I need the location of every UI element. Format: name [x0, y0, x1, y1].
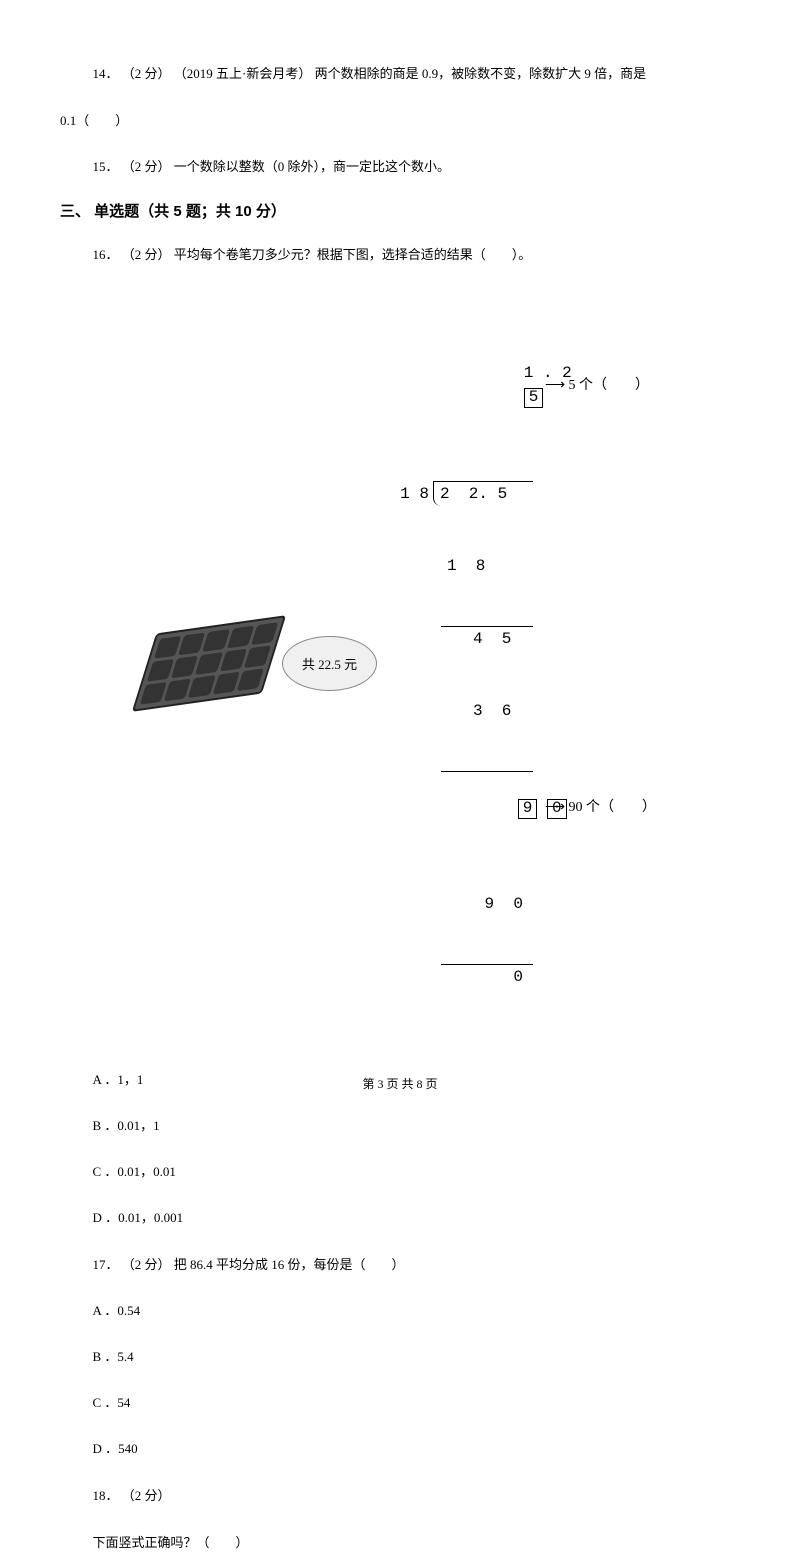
q16-option-d: D ．0.01，0.001	[60, 1205, 740, 1231]
divisor: 1 8	[397, 482, 433, 506]
sharpener-item	[188, 675, 215, 698]
product-illustration: 共 22.5 元	[144, 626, 377, 701]
q17-number: 17．	[93, 1257, 119, 1272]
sharpener-item	[154, 636, 181, 659]
q14-text: 两个数相除的商是 0.9，被除数不变，除数扩大 9 倍，商是	[315, 66, 647, 81]
q16-option-c: C ．0.01，0.01	[60, 1159, 740, 1185]
q16-figure: 共 22.5 元 1 . 2 5 ⟶ 5 个（ ） 1 8 2 2. 5 1 8…	[60, 289, 740, 1037]
div-line-4: 9 0	[441, 892, 533, 916]
sharpener-item	[171, 655, 198, 678]
div-line-1: 1 8	[441, 554, 533, 578]
sharpener-item	[140, 682, 167, 705]
sharpener-item	[237, 668, 264, 691]
q17-option-c: C ．54	[60, 1390, 740, 1416]
div-line-2: 4 5	[441, 626, 533, 651]
q17-text: 把 86.4 平均分成 16 份，每份是（ ）	[174, 1257, 405, 1272]
q18-text: 下面竖式正确吗？（ ）	[60, 1529, 740, 1557]
q17-points: （2 分）	[122, 1257, 171, 1272]
quotient-boxed-digit: 5	[524, 388, 544, 408]
question-15: 15． （2 分） 一个数除以整数（0 除外），商一定比这个数小。	[60, 153, 740, 182]
sharpener-item	[212, 672, 239, 695]
q16-option-b: B ．0.01，1	[60, 1113, 740, 1139]
question-18: 18． （2 分）	[60, 1482, 740, 1511]
sharpener-item	[244, 645, 271, 668]
arrow-label-2: ⟶ 90 个（ ）	[545, 797, 656, 818]
q16-number: 16．	[93, 247, 119, 262]
q14-source: （2019 五上·新会月考）	[174, 66, 315, 81]
question-17: 17． （2 分） 把 86.4 平均分成 16 份，每份是（ ）	[60, 1251, 740, 1280]
section-3-title: 三、 单选题（共 5 题；共 10 分）	[60, 200, 740, 221]
sharpener-item	[178, 632, 205, 655]
question-16: 16． （2 分） 平均每个卷笔刀多少元？根据下图，选择合适的结果（ ）。	[60, 241, 740, 270]
price-bubble: 共 22.5 元	[282, 636, 377, 691]
long-division: 1 . 2 5 ⟶ 5 个（ ） 1 8 2 2. 5 1 8 4 5 3 6 …	[397, 289, 656, 1037]
sharpener-item	[147, 659, 174, 682]
question-14: 14． （2 分） （2019 五上·新会月考） 两个数相除的商是 0.9，被除…	[60, 60, 740, 89]
dividend: 2 2. 5	[433, 481, 533, 506]
sharpener-item	[164, 678, 191, 701]
sharpener-item	[195, 652, 222, 675]
q17-option-a: A ．0.54	[60, 1298, 740, 1324]
sharpener-item	[251, 622, 278, 645]
q14-continue: 0.1（ ）	[60, 107, 740, 136]
q18-number: 18．	[93, 1488, 119, 1503]
q17-option-b: B ．5.4	[60, 1344, 740, 1370]
q16-text: 平均每个卷笔刀多少元？根据下图，选择合适的结果（ ）。	[174, 247, 532, 262]
page-footer: 第 3 页 共 8 页	[0, 1075, 800, 1092]
sharpener-item	[202, 629, 229, 652]
boxed-9: 9	[518, 799, 538, 819]
sharpener-item	[227, 626, 254, 649]
q14-points: （2 分）	[122, 66, 171, 81]
q15-number: 15．	[93, 159, 119, 174]
q14-number: 14．	[93, 66, 119, 81]
sharpener-tray	[132, 615, 286, 712]
div-line-5: 0	[441, 964, 533, 989]
q16-points: （2 分）	[122, 247, 171, 262]
q15-text: 一个数除以整数（0 除外），商一定比这个数小。	[174, 159, 450, 174]
q17-option-d: D ．540	[60, 1436, 740, 1462]
q15-points: （2 分）	[122, 159, 171, 174]
q18-points: （2 分）	[122, 1488, 171, 1503]
arrow-label-1: ⟶ 5 个（ ）	[545, 375, 649, 396]
sharpener-item	[219, 649, 246, 672]
div-line-3: 3 6	[441, 699, 533, 723]
